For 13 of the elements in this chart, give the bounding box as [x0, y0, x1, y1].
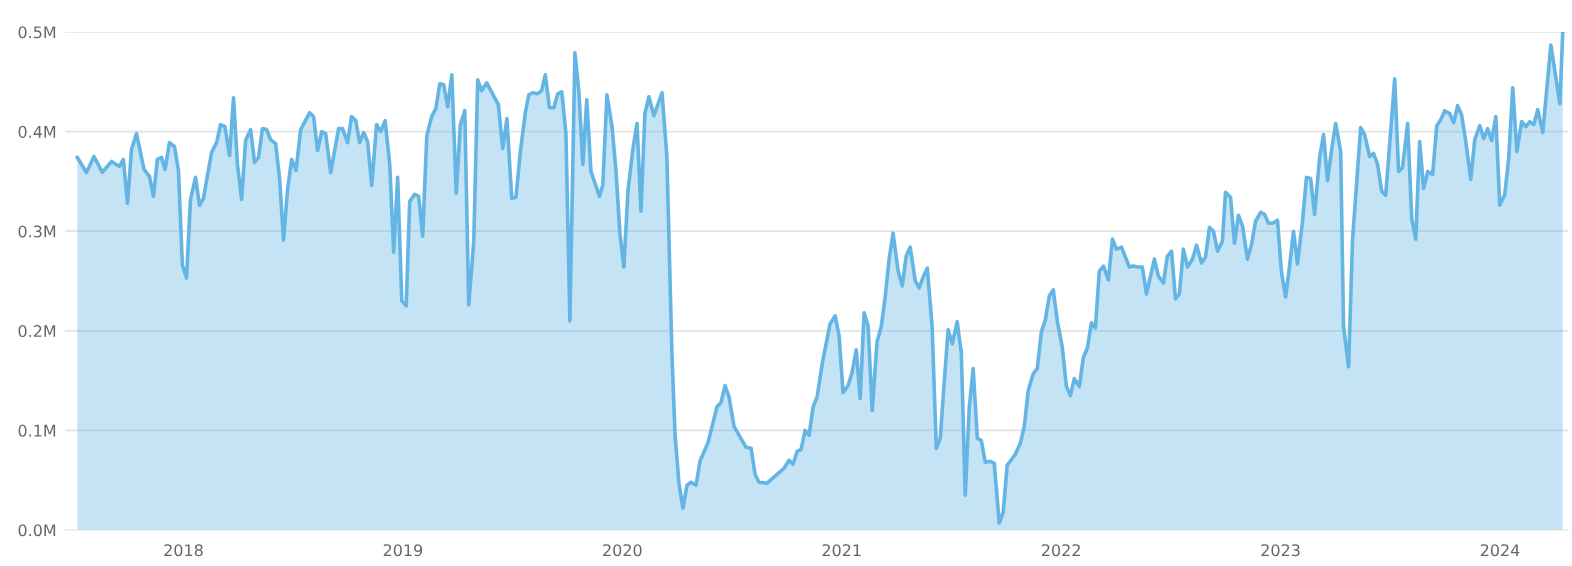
y-tick-label: 0.5M — [18, 26, 56, 39]
x-tick-label: 2019 — [383, 544, 423, 557]
x-tick-label: 2018 — [164, 544, 203, 557]
y-tick-label: 0.2M — [18, 325, 56, 338]
x-tick-label: 2021 — [822, 544, 861, 557]
y-tick-label: 0.0M — [18, 524, 56, 537]
x-tick-label: 2020 — [603, 544, 642, 557]
x-tick-label: 2024 — [1480, 544, 1520, 557]
x-tick-label: 2022 — [1041, 544, 1080, 557]
y-tick-label: 0.3M — [18, 225, 56, 238]
y-tick-label: 0.1M — [18, 424, 56, 437]
y-tick-label: 0.4M — [18, 125, 56, 138]
x-tick-label: 2023 — [1261, 544, 1300, 557]
